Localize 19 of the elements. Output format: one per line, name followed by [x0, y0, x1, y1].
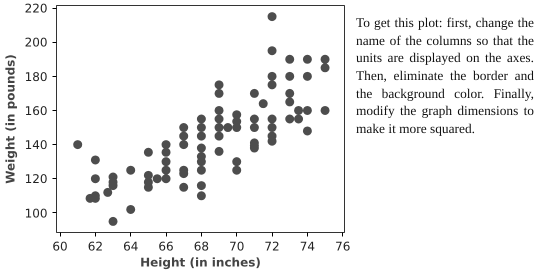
y-tick-label: 140 [24, 138, 48, 152]
x-tick-label: 76 [335, 240, 350, 254]
y-tick-label: 120 [24, 172, 48, 186]
y-tick-label: 220 [24, 2, 48, 16]
text: To get this plot: first, change the name of the columns so that the units are displayed on the axes. Then, eliminate the border and the background color. Finally, modify the graph dimensions to make it more squared. [356, 14, 534, 138]
x-tick-label: 64 [123, 240, 138, 254]
y-axis-title: Weight (in pounds) [4, 54, 18, 184]
x-axis-title: Height (in inches) [140, 256, 261, 270]
y-tick-label: 100 [24, 206, 48, 220]
y-tick-label: 160 [24, 104, 48, 118]
x-tick-label: 72 [264, 240, 280, 254]
y-tick-label: 200 [24, 36, 48, 50]
x-tick-label: 66 [158, 240, 174, 254]
x-tick-label: 74 [300, 240, 316, 254]
x-tick-label: 62 [88, 240, 104, 254]
x-tick-label: 70 [229, 240, 244, 254]
y-tick-label: 180 [24, 70, 48, 84]
x-tick-label: 60 [52, 240, 68, 254]
x-tick-label: 68 [194, 240, 210, 254]
